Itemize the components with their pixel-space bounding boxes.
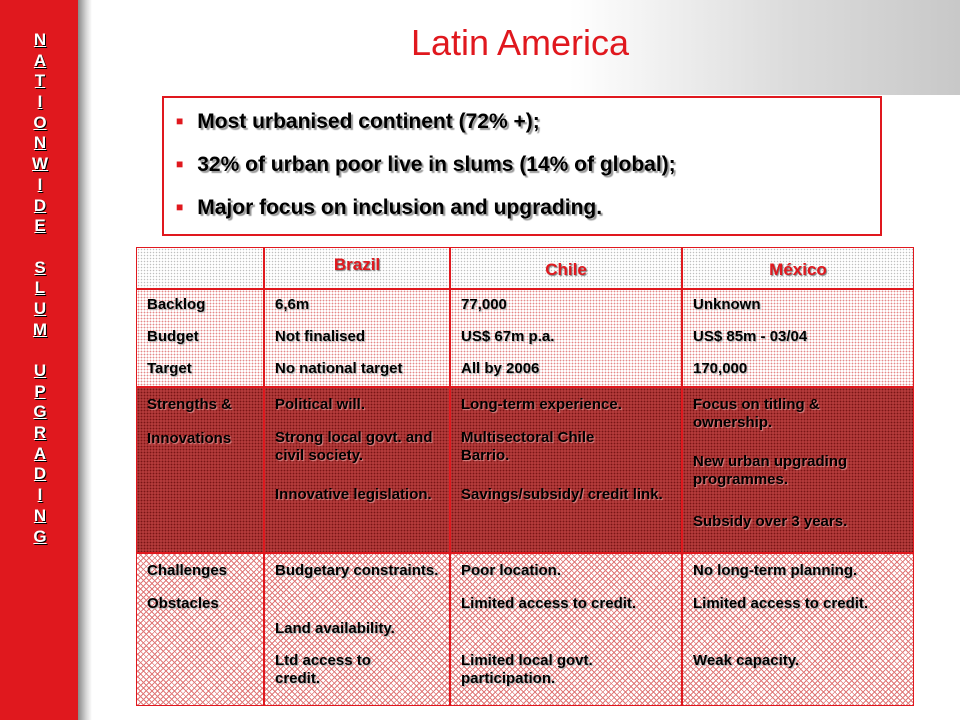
cell-text: No national target: [275, 360, 403, 377]
sidebar-letter: M: [32, 319, 48, 339]
sidebar-letter: R: [33, 423, 47, 443]
table-cell-mexico: No long-term planning. Limited access to…: [682, 553, 914, 706]
sidebar-letter: U: [33, 298, 47, 318]
row-label: Strengths &: [147, 396, 233, 413]
sidebar-letter: I: [37, 92, 43, 112]
table-cell-chile: 77,000 US$ 67m p.a. All by 2006: [450, 289, 682, 387]
bullet-item: ■ Most urbanised continent (72% +);: [176, 110, 540, 134]
row-label-cell: Backlog Budget Target: [136, 289, 264, 387]
cell-text: US$ 85m - 03/04: [693, 328, 808, 345]
row-label: Obstacles: [147, 595, 219, 612]
table-cell-chile: Poor location. Limited access to credit.…: [450, 553, 682, 706]
table-cell-chile: Long-term experience. Multisectoral Chil…: [450, 387, 682, 553]
bullet-item: ■ 32% of urban poor live in slums (14% of…: [176, 153, 676, 177]
cell-text: Limited local govt. participation.: [461, 652, 593, 687]
cell-text: Savings/subsidy/ credit link.: [461, 486, 663, 503]
cell-text: No long-term planning.: [693, 562, 858, 579]
bullet-text: Major focus on inclusion and upgrading.: [197, 196, 603, 219]
table-cell-brazil: Budgetary constraints. Land availability…: [264, 553, 450, 706]
bullet-text: Most urbanised continent (72% +);: [197, 110, 540, 133]
cell-text: Not finalised: [275, 328, 366, 345]
sidebar-letter: E: [34, 216, 46, 236]
sidebar-letter: I: [37, 174, 43, 194]
square-bullet-icon: ■: [176, 157, 184, 171]
cell-text: Weak capacity.: [693, 652, 800, 669]
bullet-item: ■ Major focus on inclusion and upgrading.: [176, 196, 602, 220]
sidebar-letter: N: [33, 30, 47, 49]
sidebar-letter: O: [33, 112, 47, 132]
sidebar-letter: I: [37, 485, 43, 505]
cell-text: Multisectoral Chile Barrio.: [461, 429, 595, 464]
sidebar-shadow: [78, 0, 92, 720]
sidebar-letter: D: [33, 464, 47, 484]
cell-text: Long-term experience.: [461, 396, 622, 413]
cell-text: Land availability.: [275, 620, 395, 637]
row-label: Backlog: [147, 296, 206, 313]
cell-text: Limited access to credit.: [693, 595, 869, 612]
cell-text: Poor location.: [461, 562, 562, 579]
column-header-brazil: Brazil: [264, 247, 450, 289]
cell-text: Focus on titling & ownership.: [693, 396, 820, 431]
row-label-cell: Challenges Obstacles: [136, 553, 264, 706]
cell-text: US$ 67m p.a.: [461, 328, 555, 345]
cell-text: Strong local govt. and civil society.: [275, 429, 433, 464]
sidebar-letter: N: [33, 133, 47, 153]
cell-text: Budgetary constraints.: [275, 562, 439, 579]
sidebar-letter: G: [33, 526, 47, 546]
sidebar-letter: S: [34, 257, 46, 277]
row-label: Target: [147, 360, 192, 377]
top-bar: [92, 0, 960, 95]
cell-text: Innovative legislation.: [275, 486, 432, 503]
square-bullet-icon: ■: [176, 114, 184, 128]
sidebar-letter: L: [34, 278, 46, 298]
cell-text: New urban upgrading programmes.: [693, 453, 848, 488]
table-cell-brazil: Political will. Strong local govt. and c…: [264, 387, 450, 553]
page-title: Latin America: [410, 22, 630, 63]
cell-text: All by 2006: [461, 360, 540, 377]
sidebar-letter: A: [33, 443, 47, 463]
sidebar-letter: W: [31, 154, 49, 174]
cell-text: Political will.: [275, 396, 366, 413]
sidebar-letter: D: [33, 195, 47, 215]
cell-text: Unknown: [693, 296, 761, 313]
bullet-box: ■ Most urbanised continent (72% +); ■ 32% …: [162, 96, 882, 236]
table-cell-mexico: Focus on titling & ownership. New urban …: [682, 387, 914, 553]
sidebar-letter: A: [33, 50, 47, 70]
table-header-corner: [136, 247, 264, 289]
row-label: Challenges: [147, 562, 228, 579]
sidebar-letter: P: [34, 381, 46, 401]
cell-text: Ltd access to credit.: [275, 652, 371, 687]
column-header-chile: Chile: [450, 247, 682, 289]
sidebar-letter: U: [33, 361, 47, 380]
row-label: Budget: [147, 328, 199, 345]
cell-text: Subsidy over 3 years.: [693, 513, 848, 530]
table-cell-brazil: 6,6m Not finalised No national target: [264, 289, 450, 387]
row-label: Innovations: [147, 430, 232, 447]
cell-text: 170,000: [693, 360, 748, 377]
sidebar-letter: N: [33, 505, 47, 525]
square-bullet-icon: ■: [176, 200, 184, 214]
sidebar-letter: T: [34, 71, 46, 91]
cell-text: 77,000: [461, 296, 507, 313]
sidebar-letter: G: [33, 402, 47, 422]
cell-text: Limited access to credit.: [461, 595, 637, 612]
cell-text: 6,6m: [275, 296, 310, 313]
column-header-mexico: México: [682, 247, 914, 289]
table-cell-mexico: Unknown US$ 85m - 03/04 170,000: [682, 289, 914, 387]
row-label-cell: Strengths & Innovations: [136, 387, 264, 553]
bullet-text: 32% of urban poor live in slums (14% of …: [197, 153, 676, 176]
